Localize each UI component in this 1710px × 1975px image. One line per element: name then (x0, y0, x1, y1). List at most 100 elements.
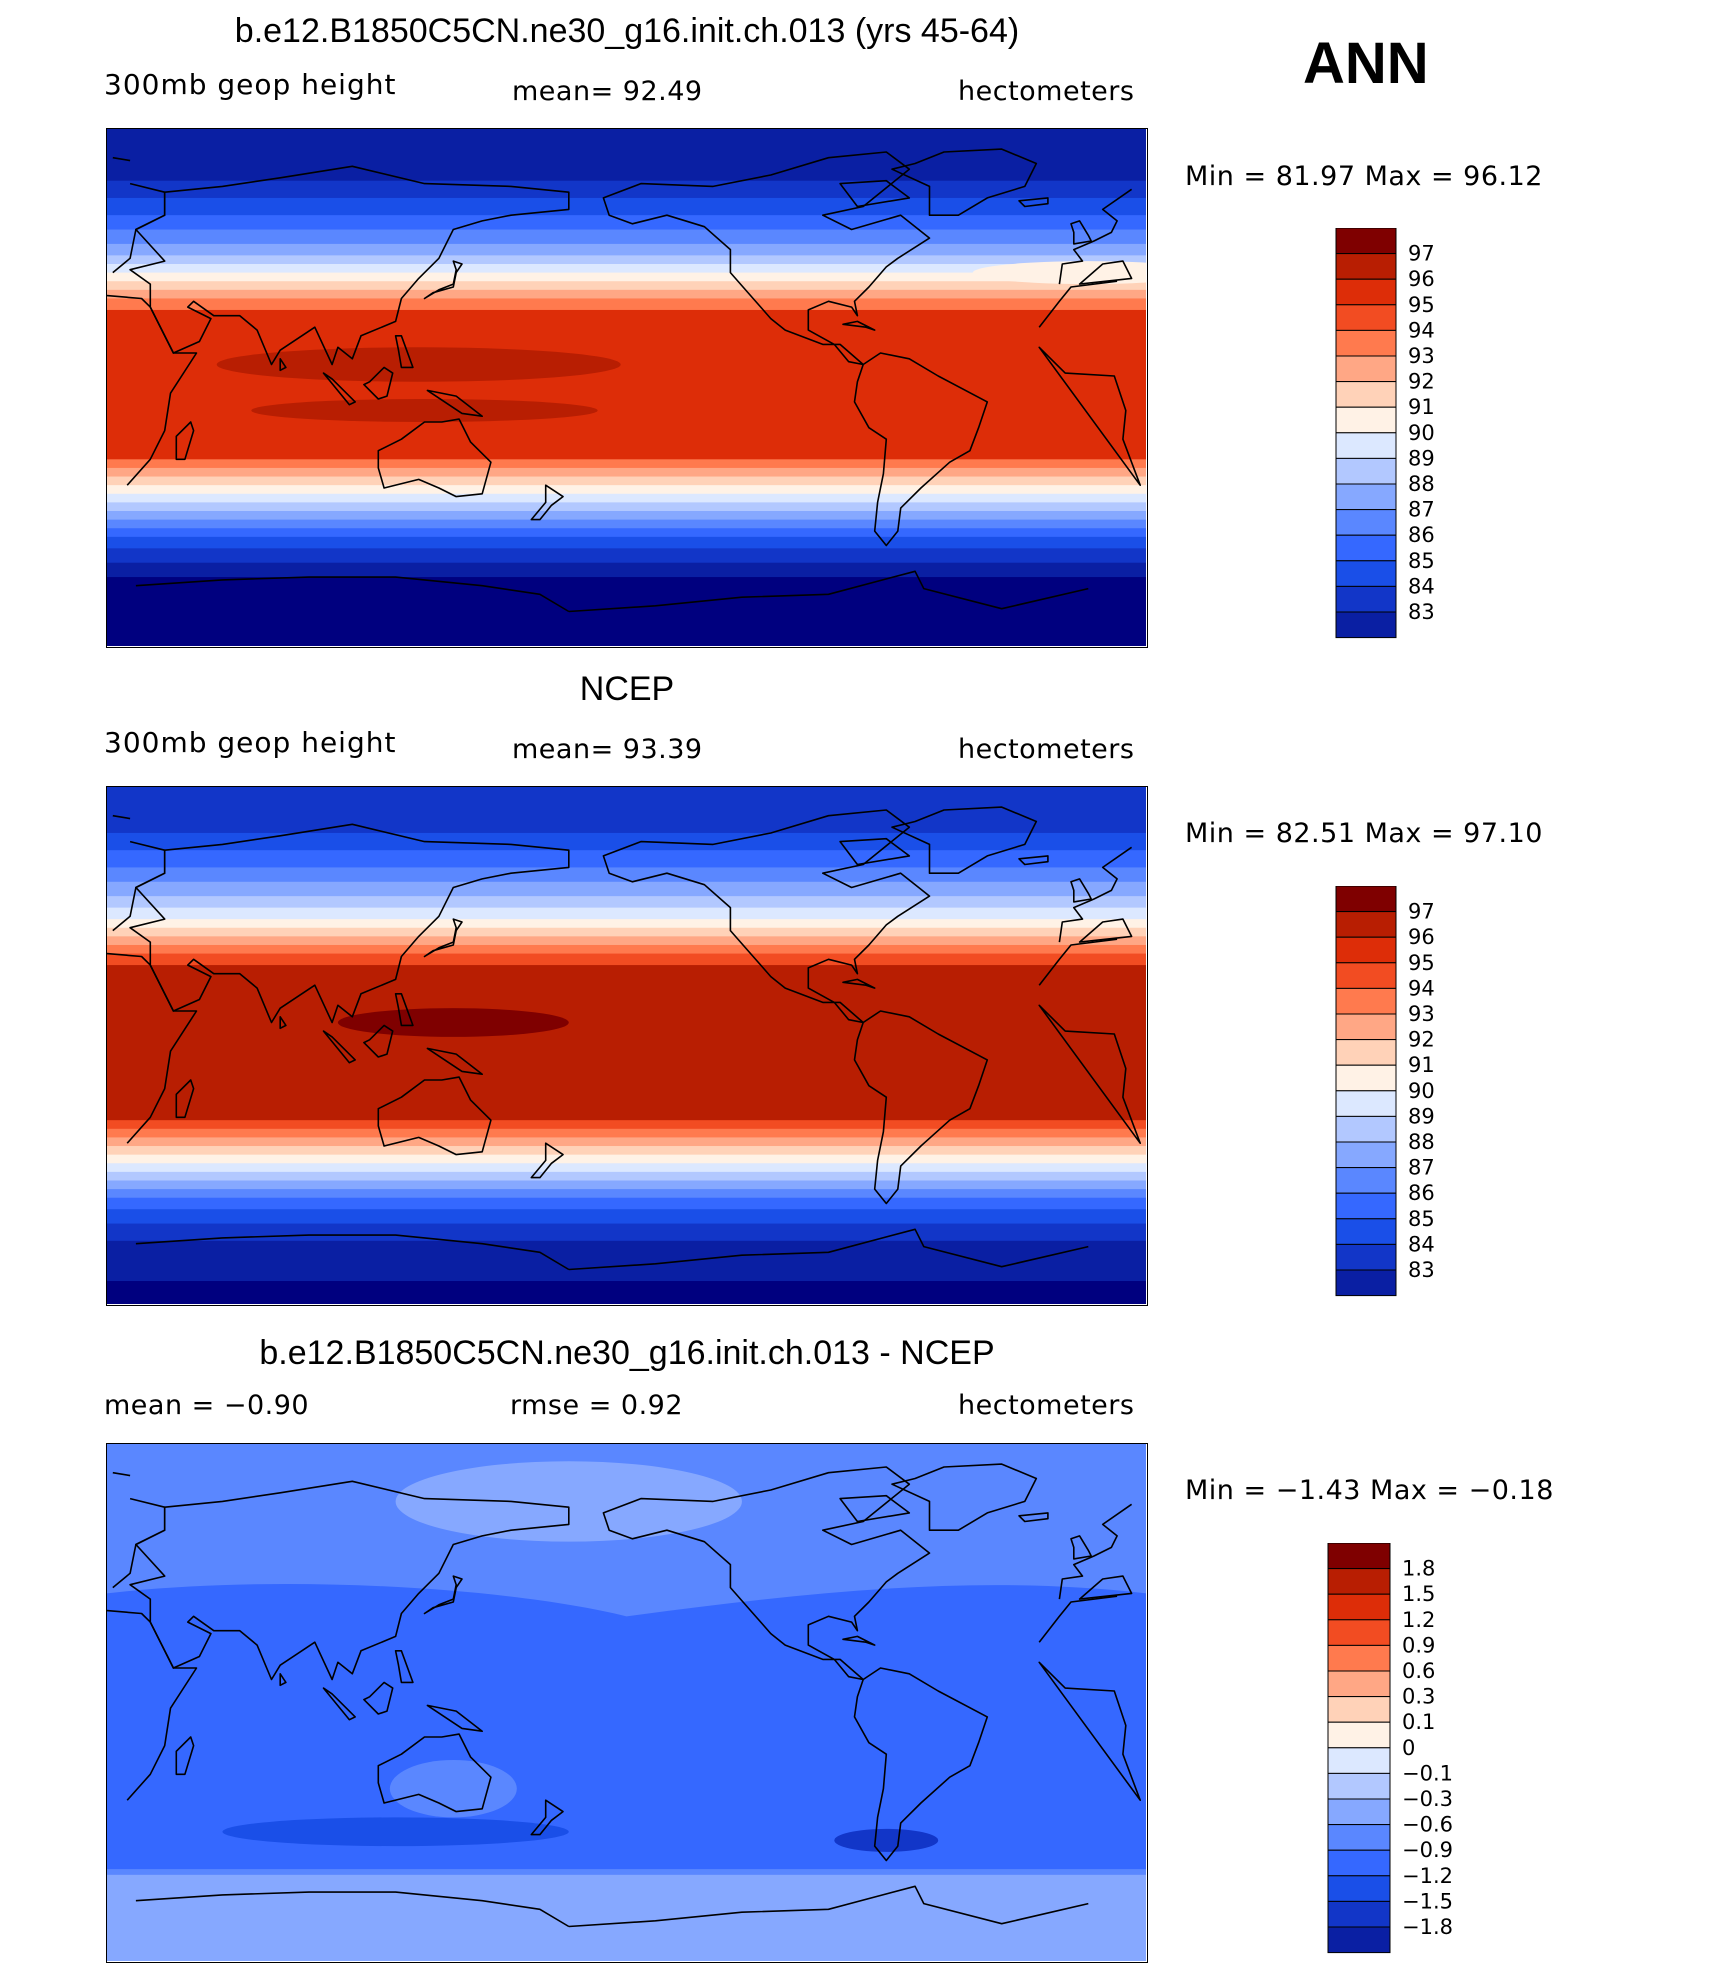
panel3-coastline-japan (423, 1575, 463, 1615)
panel2-colorbar-swatch-0 (1335, 885, 1397, 913)
panel2-coastline-borneo (363, 1024, 394, 1058)
panel2-contour-band-22 (107, 1197, 1146, 1210)
panel1-map (106, 128, 1148, 648)
panel3-colorbar-swatch-12 (1327, 1849, 1391, 1877)
panel2-colorbar-swatch-3 (1335, 962, 1397, 989)
panel1-contour-band-5 (107, 243, 1146, 256)
panel1-coastline-australia (377, 418, 492, 498)
panel1-colorbar-tick-label: 90 (1408, 421, 1435, 445)
panel3-colorbar-swatch-9 (1327, 1772, 1391, 1800)
panel3-colorbar-tick-label: 1.5 (1402, 1582, 1435, 1606)
panel1-coastline-madagascar (175, 421, 195, 461)
panel2-contour-band-4 (107, 881, 1146, 897)
panel1-contour-band-23 (107, 548, 1146, 564)
panel1-coastline-baffin (839, 179, 911, 208)
panel2-max-contour (337, 1008, 569, 1037)
panel1-contour-band-24 (107, 562, 1146, 578)
panel2-coastline-greenland (891, 806, 1038, 874)
panel2-contour-band-25 (107, 1240, 1146, 1282)
panel2-colorbar-tick-label: 90 (1408, 1079, 1435, 1103)
panel3-coastline-australia (377, 1733, 492, 1813)
panel2-mean-label: mean= 93.39 (512, 734, 703, 765)
panel3-colorbar-tick-label: −0.6 (1402, 1813, 1453, 1837)
panel1-contour-band-14 (107, 467, 1146, 478)
panel1-colorbar-swatch-14 (1335, 585, 1397, 613)
panel1-colorbar-tick-label: 94 (1408, 318, 1435, 342)
panel1-colorbar-swatch-12 (1335, 534, 1397, 562)
panel3-coastline-greenland (891, 1463, 1038, 1531)
panel1-coastline-philippines (394, 335, 414, 369)
panel3-colorbar-tick-label: 1.2 (1402, 1608, 1435, 1632)
panel2-coastline-svalbard (112, 814, 131, 820)
panel3-coastline-newguinea (426, 1704, 483, 1732)
panel3-contour-arctic (395, 1461, 742, 1542)
panel2-contour-band-11 (107, 953, 1146, 966)
panel3-coastline-philippines (394, 1650, 414, 1684)
panel3-colorbar-tick-label: −0.3 (1402, 1787, 1453, 1811)
panel3-min-contour-drake (834, 1828, 939, 1852)
panel2-colorbar-tick-label: 92 (1408, 1028, 1435, 1052)
panel1-contour-band-19 (107, 511, 1146, 521)
panel2-contour-band-20 (107, 1180, 1146, 1190)
panel2-colorbar-tick-label: 85 (1408, 1207, 1435, 1231)
panel1-colorbar-swatch-11 (1335, 509, 1397, 536)
panel3-map (106, 1443, 1148, 1963)
panel1-contour-band-18 (107, 502, 1146, 512)
panel1-colorbar-tick-label: 86 (1408, 523, 1435, 547)
panel1-colorbar-swatch-8 (1335, 432, 1397, 459)
panel3-coastline-sumatra (322, 1687, 356, 1721)
panel1-colorbar-swatch-4 (1335, 329, 1397, 357)
panel3-contour-australia (389, 1759, 517, 1818)
panel2-coastline-uk (1070, 878, 1092, 903)
panel1-contour-band-10 (107, 289, 1146, 299)
panel2-colorbar-swatch-13 (1335, 1218, 1397, 1245)
panel1-colorbar-tick-label: 91 (1408, 395, 1435, 419)
panel2-contour-band-15 (107, 1137, 1146, 1147)
panel3-colorbar-swatch-5 (1327, 1670, 1391, 1698)
panel2-coastline-madagascar (175, 1079, 195, 1119)
panel2-coastline-sumatra (322, 1030, 356, 1064)
panel2-units-label: hectometers (958, 734, 1135, 765)
panel1-colorbar-swatch-7 (1335, 406, 1397, 434)
panel1-colorbar-tick-label: 85 (1408, 549, 1435, 573)
panel1-units-label: hectometers (958, 76, 1135, 107)
panel1-colorbar-tick-label: 88 (1408, 472, 1435, 496)
panel1-max-contour-south (251, 398, 598, 422)
panel2-colorbar-swatch-9 (1335, 1115, 1397, 1143)
panel1-colorbar-swatch-1 (1335, 253, 1397, 280)
panel2-coastline-antarctica (135, 1228, 1089, 1271)
panel2-colorbar-swatch-14 (1335, 1243, 1397, 1271)
panel2-coastline-iceland (1018, 855, 1049, 866)
panel2-contour-band-5 (107, 896, 1146, 909)
panel3-colorbar-tick-label: −1.8 (1402, 1915, 1453, 1939)
panel2-colorbar-swatch-6 (1335, 1039, 1397, 1066)
panel3-coastline-borneo (363, 1681, 394, 1715)
panel3-colorbar-swatch-1 (1327, 1568, 1391, 1595)
panel2-colorbar-tick-label: 93 (1408, 1002, 1435, 1026)
panel1-contour-band-8 (107, 272, 1146, 282)
panel3-colorbar-tick-label: 0.1 (1402, 1710, 1435, 1734)
panel1-coastline-nz (530, 484, 564, 521)
panel2-colorbar-tick-label: 86 (1408, 1181, 1435, 1205)
panel1-colorbar-tick-label: 97 (1408, 242, 1435, 266)
panel3-coastline-srilanka (279, 1673, 287, 1687)
panel2-colorbar-tick-label: 97 (1408, 900, 1435, 924)
panel1-minmax: Min = 81.97 Max = 96.12 (1185, 161, 1543, 192)
panel2-coastline-srilanka (279, 1016, 287, 1030)
panel1-contour-band-12 (107, 309, 1146, 460)
panel1-contour-band-21 (107, 528, 1146, 538)
panel1-contour-band-9 (107, 281, 1146, 291)
panel2-minmax: Min = 82.51 Max = 97.10 (1185, 818, 1543, 849)
panel2-coastline-australia (377, 1076, 492, 1156)
panel3-colorbar-swatch-0 (1327, 1542, 1391, 1570)
panel1-colorbar-swatch-0 (1335, 227, 1397, 255)
panel2-colorbar-tick-label: 89 (1408, 1104, 1435, 1128)
panel1-coastline-sumatra (322, 372, 356, 406)
panel1-contour-band-20 (107, 519, 1146, 529)
panel1-contour-band-15 (107, 476, 1146, 486)
panel2-colorbar-swatch-12 (1335, 1192, 1397, 1220)
panel3-colorbar-swatch-3 (1327, 1619, 1391, 1646)
panel3-rmse-label: rmse = 0.92 (510, 1390, 684, 1421)
panel2-coastline-newguinea (426, 1047, 483, 1075)
panel1-colorbar-swatch-6 (1335, 381, 1397, 408)
